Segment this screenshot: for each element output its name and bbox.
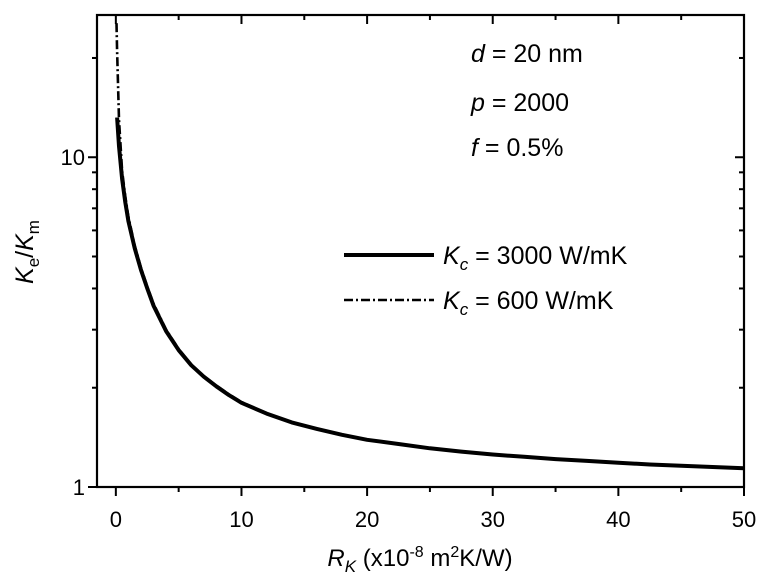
x-tick-label: 10 bbox=[229, 507, 253, 532]
x-tick-label: 0 bbox=[110, 507, 122, 532]
tick-labels: 0 10 20 30 40 50 1 10 bbox=[61, 145, 757, 532]
series-line-600 bbox=[115, 23, 745, 470]
x-tick-label: 50 bbox=[732, 507, 756, 532]
annotations: d = 20 nm p = 2000 f = 0.5% bbox=[470, 40, 583, 162]
series-line-3000 bbox=[115, 117, 745, 471]
series-layer bbox=[115, 23, 745, 471]
legend-label-600: Kc = 600 W/mK bbox=[443, 287, 614, 319]
legend: Kc = 3000 W/mK Kc = 600 W/mK bbox=[344, 242, 628, 319]
plot-frame bbox=[95, 13, 746, 489]
legend-label-3000: Kc = 3000 W/mK bbox=[443, 242, 628, 274]
y-tick-label: 1 bbox=[73, 475, 85, 500]
y-axis-label: Ke/Km bbox=[11, 220, 43, 284]
annotation-p: p = 2000 bbox=[470, 89, 569, 117]
x-tick-label: 40 bbox=[606, 507, 630, 532]
axis-ticks bbox=[88, 15, 745, 496]
y-tick-label: 10 bbox=[61, 145, 85, 170]
x-tick-label: 30 bbox=[480, 507, 504, 532]
annotation-f: f = 0.5% bbox=[471, 134, 563, 162]
x-axis-label: RK (x10-8 m2K/W) bbox=[327, 544, 512, 576]
x-tick-label: 20 bbox=[355, 507, 379, 532]
annotation-d: d = 20 nm bbox=[471, 40, 583, 68]
